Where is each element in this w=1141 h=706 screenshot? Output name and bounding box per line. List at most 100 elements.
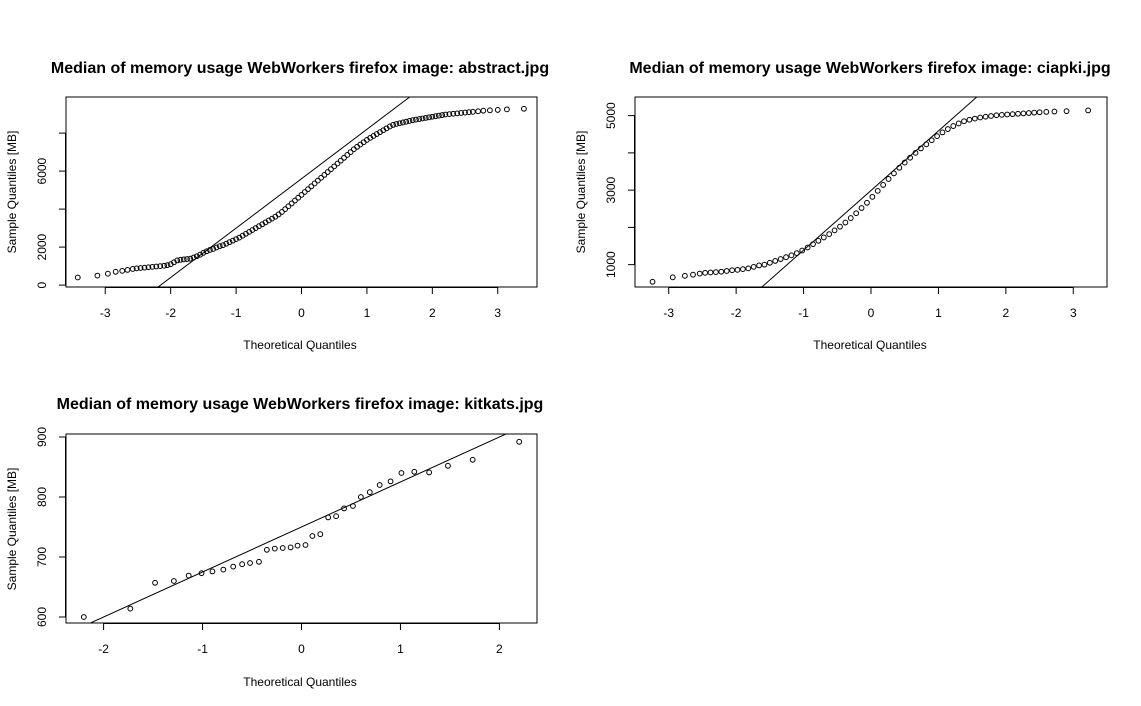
data-point [285, 203, 292, 210]
x-tick-label: -2 [731, 306, 742, 320]
plot-frame [65, 433, 538, 624]
data-point [649, 278, 656, 285]
x-axis-label: Theoretical Quantiles [243, 338, 356, 352]
x-tick-label: 1 [935, 306, 942, 320]
x-tick-label: 1 [397, 642, 404, 656]
data-point [847, 215, 854, 221]
x-tick-label: -1 [197, 642, 208, 656]
data-point [971, 115, 978, 122]
data-point [174, 257, 181, 264]
data-point [203, 248, 210, 255]
data-point [220, 566, 227, 573]
data-point [783, 254, 789, 261]
data-point [896, 164, 903, 171]
data-point [907, 154, 914, 161]
data-point [321, 172, 328, 178]
x-tick-label: 0 [298, 306, 305, 320]
data-point [226, 239, 233, 246]
data-point [298, 191, 305, 198]
y-tick-label: 1000 [604, 251, 618, 278]
data-point [185, 572, 192, 579]
y-tick-label: 700 [35, 547, 49, 567]
data-point [475, 108, 482, 115]
data-point [170, 578, 177, 584]
data-point [912, 149, 919, 156]
y-tick-label: 5000 [604, 102, 618, 129]
data-point [928, 137, 935, 144]
x-axis-label: Theoretical Quantiles [243, 675, 356, 689]
data-point [149, 263, 156, 270]
data-point [294, 542, 301, 549]
data-point [177, 256, 184, 263]
data-point [756, 262, 762, 269]
data-point [341, 505, 347, 512]
data-point [955, 120, 962, 127]
data-point [409, 117, 416, 124]
data-point [133, 265, 140, 272]
x-tick-label: 1 [364, 306, 371, 320]
data-point [713, 269, 719, 275]
data-point [681, 272, 688, 279]
plot-area: -3 -2 -1 0 1 2 3 1000 3000 5000 [604, 96, 1108, 320]
data-point [301, 189, 308, 195]
data-point [325, 514, 332, 521]
qq-reference-line [157, 97, 411, 287]
data-point [210, 246, 217, 252]
data-point [230, 563, 237, 570]
data-point [403, 118, 410, 125]
data-point [1025, 110, 1032, 116]
data-point [793, 250, 800, 256]
data-point [419, 115, 426, 122]
y-tick-label: 2000 [35, 233, 49, 260]
data-point [445, 462, 451, 469]
x-tick-label: 2 [1003, 306, 1010, 320]
data-point [328, 166, 334, 173]
data-point [1043, 109, 1050, 115]
data-point [1036, 109, 1043, 116]
data-point [718, 268, 725, 275]
plot-area: -3 -2 -1 0 1 2 3 0 2000 6000 [35, 96, 538, 320]
x-tick-label: 2 [496, 642, 503, 656]
data-point [145, 264, 152, 271]
data-point [750, 263, 757, 270]
data-point [153, 263, 160, 270]
data-point [256, 558, 262, 565]
data-point [350, 503, 356, 509]
data-point [157, 263, 164, 270]
data-point [422, 115, 429, 121]
data-point [190, 254, 197, 261]
data-point [331, 163, 338, 170]
data-point [934, 133, 940, 140]
data-point [129, 266, 136, 272]
x-tick-label: -3 [100, 306, 111, 320]
data-point [939, 129, 946, 136]
data-point [766, 259, 773, 266]
data-point [213, 244, 220, 251]
data-point [820, 234, 827, 241]
data-point [826, 231, 833, 237]
data-point [376, 482, 383, 488]
data-point [439, 112, 446, 118]
data-point [454, 110, 461, 117]
data-point [487, 107, 493, 114]
data-point [858, 205, 865, 211]
data-point [216, 243, 223, 250]
data-point [917, 145, 924, 152]
data-point [318, 174, 325, 181]
data-point [341, 154, 347, 161]
data-point [317, 531, 324, 538]
data-point [292, 197, 298, 204]
data-point [80, 614, 87, 620]
data-point [982, 113, 989, 120]
data-point [308, 183, 315, 190]
data-point [1009, 111, 1016, 118]
data-point [94, 272, 101, 279]
data-point [426, 114, 432, 121]
data-point [314, 177, 321, 184]
data-point [864, 199, 870, 206]
data-point [239, 561, 246, 568]
data-point [164, 262, 171, 269]
data-point [761, 261, 768, 268]
plot-frame [634, 96, 1108, 288]
data-point [393, 121, 400, 127]
